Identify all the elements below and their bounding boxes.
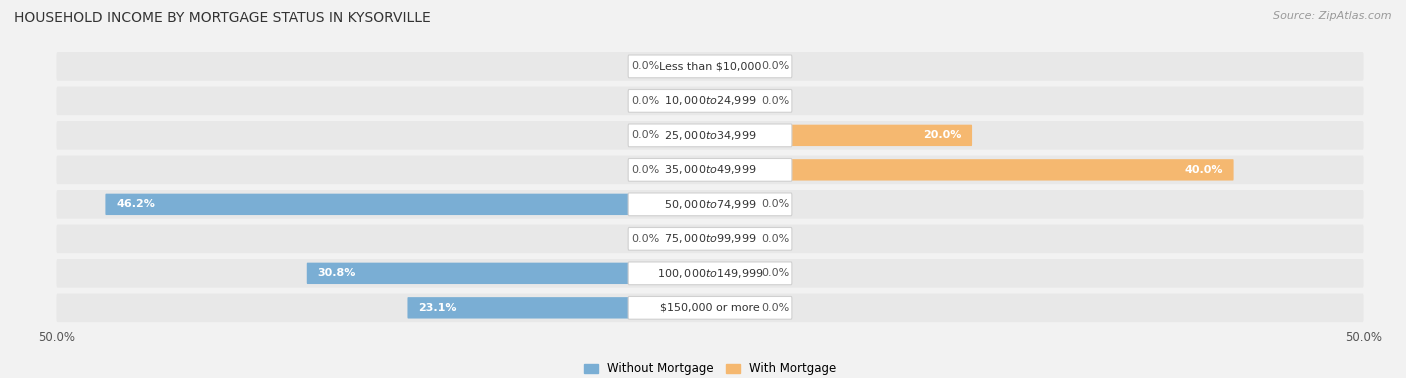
- FancyBboxPatch shape: [628, 228, 792, 250]
- Text: 0.0%: 0.0%: [631, 130, 659, 140]
- FancyBboxPatch shape: [710, 228, 756, 249]
- FancyBboxPatch shape: [664, 159, 710, 181]
- Text: $10,000 to $24,999: $10,000 to $24,999: [664, 94, 756, 107]
- Text: $50,000 to $74,999: $50,000 to $74,999: [664, 198, 756, 211]
- FancyBboxPatch shape: [710, 297, 756, 319]
- Legend: Without Mortgage, With Mortgage: Without Mortgage, With Mortgage: [579, 358, 841, 378]
- Text: 0.0%: 0.0%: [761, 61, 789, 71]
- FancyBboxPatch shape: [56, 259, 1364, 288]
- Text: Less than $10,000: Less than $10,000: [659, 61, 761, 71]
- FancyBboxPatch shape: [628, 193, 792, 216]
- Text: 23.1%: 23.1%: [419, 303, 457, 313]
- FancyBboxPatch shape: [628, 296, 792, 319]
- Text: 40.0%: 40.0%: [1184, 165, 1223, 175]
- Text: 0.0%: 0.0%: [631, 96, 659, 106]
- Text: 0.0%: 0.0%: [761, 199, 789, 209]
- FancyBboxPatch shape: [710, 56, 756, 77]
- Text: 0.0%: 0.0%: [631, 61, 659, 71]
- Text: 0.0%: 0.0%: [631, 165, 659, 175]
- FancyBboxPatch shape: [56, 52, 1364, 81]
- Text: $35,000 to $49,999: $35,000 to $49,999: [664, 163, 756, 177]
- Text: 30.8%: 30.8%: [318, 268, 356, 278]
- Text: HOUSEHOLD INCOME BY MORTGAGE STATUS IN KYSORVILLE: HOUSEHOLD INCOME BY MORTGAGE STATUS IN K…: [14, 11, 430, 25]
- Text: Source: ZipAtlas.com: Source: ZipAtlas.com: [1274, 11, 1392, 21]
- FancyBboxPatch shape: [710, 125, 972, 146]
- FancyBboxPatch shape: [664, 228, 710, 249]
- FancyBboxPatch shape: [628, 158, 792, 181]
- FancyBboxPatch shape: [408, 297, 710, 319]
- FancyBboxPatch shape: [628, 262, 792, 285]
- Text: 0.0%: 0.0%: [761, 268, 789, 278]
- FancyBboxPatch shape: [628, 90, 792, 112]
- FancyBboxPatch shape: [105, 194, 710, 215]
- FancyBboxPatch shape: [56, 190, 1364, 218]
- FancyBboxPatch shape: [307, 263, 710, 284]
- Text: 20.0%: 20.0%: [922, 130, 962, 140]
- FancyBboxPatch shape: [664, 90, 710, 112]
- Text: $25,000 to $34,999: $25,000 to $34,999: [664, 129, 756, 142]
- FancyBboxPatch shape: [710, 194, 756, 215]
- FancyBboxPatch shape: [710, 159, 1233, 181]
- FancyBboxPatch shape: [664, 125, 710, 146]
- Text: 46.2%: 46.2%: [117, 199, 155, 209]
- Text: 0.0%: 0.0%: [761, 303, 789, 313]
- FancyBboxPatch shape: [628, 124, 792, 147]
- FancyBboxPatch shape: [56, 87, 1364, 115]
- FancyBboxPatch shape: [710, 263, 756, 284]
- Text: 0.0%: 0.0%: [631, 234, 659, 244]
- FancyBboxPatch shape: [56, 156, 1364, 184]
- FancyBboxPatch shape: [56, 121, 1364, 150]
- Text: 0.0%: 0.0%: [761, 234, 789, 244]
- FancyBboxPatch shape: [628, 55, 792, 78]
- Text: $150,000 or more: $150,000 or more: [661, 303, 759, 313]
- FancyBboxPatch shape: [56, 294, 1364, 322]
- Text: $75,000 to $99,999: $75,000 to $99,999: [664, 232, 756, 245]
- Text: 0.0%: 0.0%: [761, 96, 789, 106]
- Text: $100,000 to $149,999: $100,000 to $149,999: [657, 267, 763, 280]
- FancyBboxPatch shape: [56, 225, 1364, 253]
- FancyBboxPatch shape: [664, 56, 710, 77]
- FancyBboxPatch shape: [710, 90, 756, 112]
